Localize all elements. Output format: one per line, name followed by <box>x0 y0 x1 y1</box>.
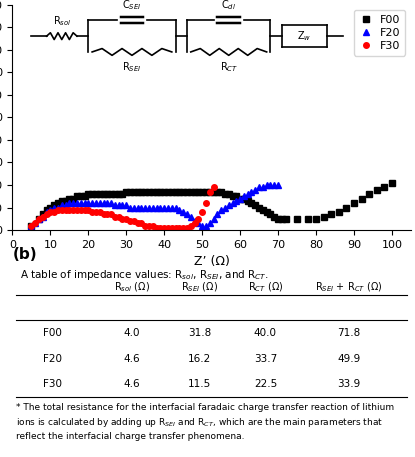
Text: 33.9: 33.9 <box>337 379 361 389</box>
Text: R$_{SEI}$: R$_{SEI}$ <box>122 60 142 74</box>
F30 <box>196 216 201 222</box>
F30 <box>33 221 38 226</box>
Text: 4.0: 4.0 <box>124 328 140 338</box>
F30 <box>116 214 121 219</box>
Text: R$_{SEI}$ + R$_{CT}$ ($\Omega$): R$_{SEI}$ + R$_{CT}$ ($\Omega$) <box>315 280 383 293</box>
Text: R$_{CT}$ ($\Omega$): R$_{CT}$ ($\Omega$) <box>248 280 283 293</box>
F30 <box>203 200 208 206</box>
F30 <box>90 209 95 215</box>
F30 <box>112 214 117 219</box>
Text: C$_{SEI}$: C$_{SEI}$ <box>122 0 142 12</box>
Text: A table of impedance values: R$_{sol}$, R$_{SEI}$, and R$_{CT}$.: A table of impedance values: R$_{sol}$, … <box>20 268 269 282</box>
Text: 4.6: 4.6 <box>124 354 140 364</box>
F30 <box>200 209 205 215</box>
F30 <box>154 225 159 231</box>
F30 <box>177 225 182 231</box>
Text: R$_{SEI}$ ($\Omega$): R$_{SEI}$ ($\Omega$) <box>181 280 218 293</box>
Text: 71.8: 71.8 <box>337 328 361 338</box>
F20 <box>105 200 110 206</box>
F00 <box>215 189 220 195</box>
F30 <box>74 207 79 213</box>
F30 <box>143 223 148 228</box>
Text: 49.9: 49.9 <box>337 354 361 364</box>
Line: F00: F00 <box>29 180 395 228</box>
F30 <box>56 207 61 213</box>
F30 <box>150 223 155 228</box>
F30 <box>211 185 216 190</box>
F30 <box>101 212 106 217</box>
Text: 11.5: 11.5 <box>188 379 211 389</box>
Text: F30: F30 <box>43 379 62 389</box>
Text: 16.2: 16.2 <box>188 354 211 364</box>
Text: * The total resistance for the interfacial faradaic charge transfer reaction of : * The total resistance for the interfaci… <box>17 403 395 441</box>
F30 <box>86 207 91 213</box>
F30 <box>185 225 190 231</box>
F30 <box>44 212 49 217</box>
F30 <box>127 218 132 224</box>
F30 <box>105 212 110 217</box>
F30 <box>120 216 125 222</box>
F30 <box>135 221 140 226</box>
Line: F20: F20 <box>29 182 281 228</box>
F30 <box>207 189 212 195</box>
Text: Z$_w$: Z$_w$ <box>298 29 312 43</box>
F20 <box>135 205 140 210</box>
Text: 31.8: 31.8 <box>188 328 211 338</box>
F30 <box>52 209 57 215</box>
F00 <box>211 189 216 195</box>
Text: (b): (b) <box>12 247 37 262</box>
F30 <box>67 207 72 213</box>
F30 <box>181 225 186 231</box>
Text: 33.7: 33.7 <box>254 354 277 364</box>
Text: R$_{CT}$: R$_{CT}$ <box>220 60 238 74</box>
Text: R$_{sol}$: R$_{sol}$ <box>53 15 71 28</box>
Text: F20: F20 <box>43 354 62 364</box>
F30 <box>173 225 178 231</box>
Line: F30: F30 <box>29 185 216 231</box>
F20 <box>90 200 95 206</box>
F30 <box>169 225 174 231</box>
F30 <box>40 214 45 219</box>
F30 <box>78 207 83 213</box>
F30 <box>71 207 76 213</box>
F20 <box>276 182 281 188</box>
X-axis label: Z’ (Ω): Z’ (Ω) <box>194 255 229 268</box>
F20 <box>256 185 261 190</box>
F20 <box>29 223 34 228</box>
Legend: F00, F20, F30: F00, F20, F30 <box>354 10 405 56</box>
F20 <box>264 182 269 188</box>
F30 <box>29 223 34 228</box>
Text: 22.5: 22.5 <box>254 379 277 389</box>
Text: F00: F00 <box>43 328 62 338</box>
F00 <box>389 180 394 186</box>
F30 <box>63 207 68 213</box>
F30 <box>132 218 137 224</box>
F30 <box>37 216 42 222</box>
F30 <box>48 209 53 215</box>
Text: R$_{sol}$ ($\Omega$): R$_{sol}$ ($\Omega$) <box>114 280 150 293</box>
F30 <box>146 223 151 228</box>
F30 <box>97 209 102 215</box>
F30 <box>188 223 193 228</box>
Text: 4.6: 4.6 <box>124 379 140 389</box>
F30 <box>93 209 98 215</box>
F00 <box>29 223 34 228</box>
F30 <box>192 221 197 226</box>
Text: 40.0: 40.0 <box>254 328 277 338</box>
F30 <box>139 221 144 226</box>
F20 <box>48 207 53 213</box>
F30 <box>124 216 129 222</box>
F00 <box>226 191 231 197</box>
F30 <box>82 207 87 213</box>
Text: C$_{dl}$: C$_{dl}$ <box>221 0 236 12</box>
F00 <box>321 214 326 219</box>
F30 <box>158 225 163 231</box>
F00 <box>238 196 243 201</box>
F30 <box>59 207 64 213</box>
F20 <box>222 205 227 210</box>
F30 <box>166 225 171 231</box>
F30 <box>109 212 114 217</box>
F00 <box>166 189 171 195</box>
F30 <box>162 225 167 231</box>
